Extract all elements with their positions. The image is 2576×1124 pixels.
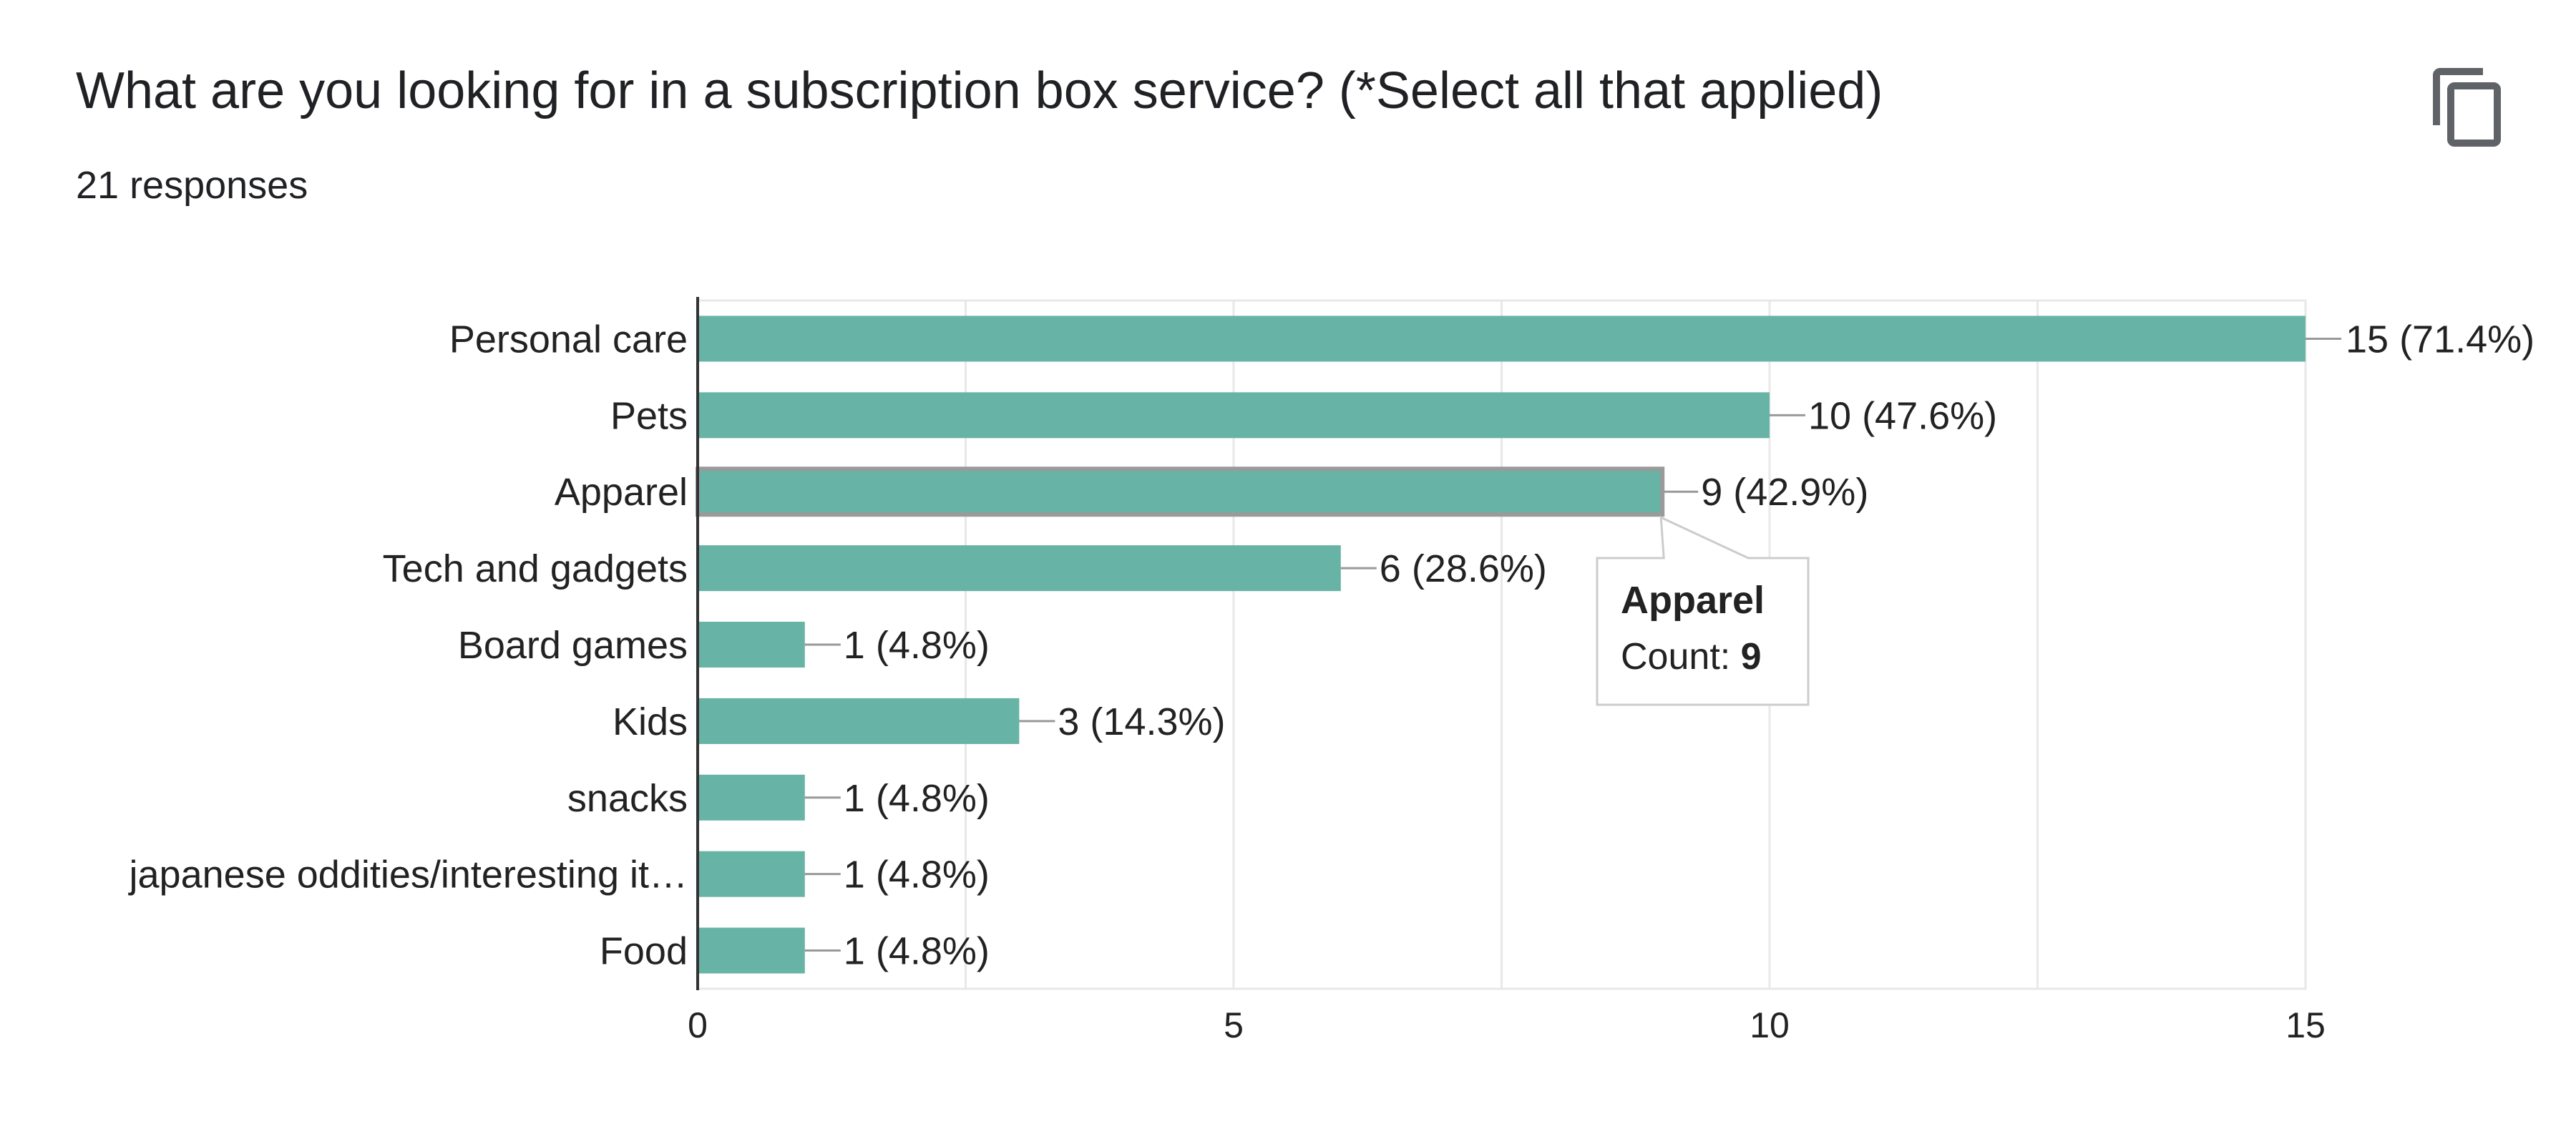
category-label: japanese oddities/interesting it… [128, 854, 688, 896]
x-tick-label: 15 [2285, 1005, 2326, 1045]
bar [698, 698, 1020, 744]
value-label: 3 (14.3%) [1058, 700, 1225, 743]
value-label: 1 (4.8%) [844, 624, 990, 667]
category-label: Food [600, 930, 688, 973]
category-label: Apparel [555, 471, 688, 514]
category-label: Personal care [449, 318, 688, 361]
value-label: 1 (4.8%) [844, 777, 990, 820]
copy-chart-button[interactable] [2426, 64, 2512, 157]
category-label: Pets [610, 394, 688, 437]
category-label: Board games [458, 624, 688, 667]
x-tick-label: 0 [688, 1005, 708, 1045]
tooltip-title: Apparel [1621, 579, 1765, 622]
tooltip-count-value: 9 [1741, 636, 1762, 678]
tooltip-count-label: Count: 9 [1621, 636, 1762, 678]
bar [698, 851, 805, 897]
copy-icon [2433, 68, 2501, 147]
value-label: 1 (4.8%) [844, 854, 990, 896]
x-tick-label: 5 [1224, 1005, 1244, 1045]
bar [698, 545, 1341, 592]
category-label: Tech and gadgets [383, 547, 688, 590]
value-label: 6 (28.6%) [1380, 547, 1547, 590]
value-label: 9 (42.9%) [1701, 471, 1868, 514]
category-label: snacks [567, 777, 688, 820]
category-label: Kids [613, 700, 688, 743]
value-label: 1 (4.8%) [844, 930, 990, 973]
tooltip-box [1596, 515, 1810, 706]
chart-title: What are you looking for in a subscripti… [76, 62, 1883, 119]
response-count: 21 responses [76, 164, 308, 207]
bar [698, 927, 805, 974]
x-tick-label: 10 [1750, 1005, 1790, 1045]
bar [696, 466, 1665, 517]
bar [698, 774, 805, 821]
bar [698, 316, 2306, 362]
bar [698, 622, 805, 668]
value-label: 15 (71.4%) [2346, 318, 2534, 361]
value-label: 10 (47.6%) [1808, 394, 1997, 437]
bar [698, 392, 1770, 439]
